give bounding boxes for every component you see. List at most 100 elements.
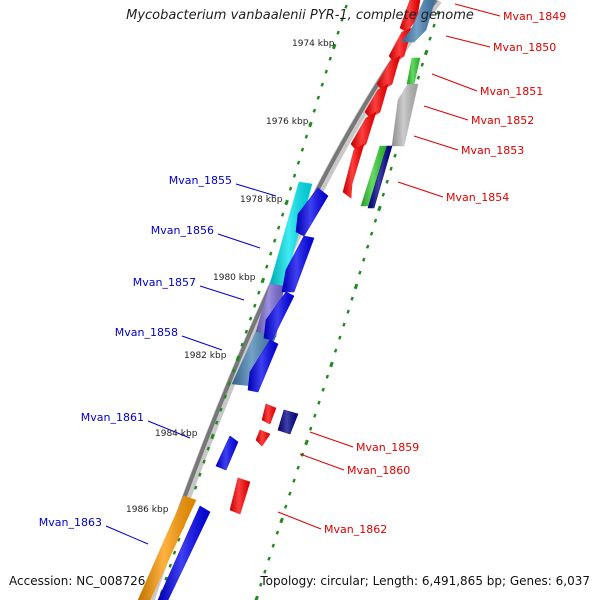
scale-tick [292, 478, 296, 483]
leader-mvan-1854 [397, 181, 444, 198]
gene-label-mvan-1854[interactable]: Mvan_1854 [446, 191, 509, 204]
scale-label: 1976 kbp [266, 117, 309, 127]
gene-label-mvan-1859[interactable]: Mvan_1859 [356, 441, 419, 454]
scale-tick [365, 244, 370, 249]
gene-label-mvan-1849[interactable]: Mvan_1849 [503, 10, 566, 23]
scale-tick [253, 303, 257, 308]
genome-summary-text: Topology: circular; Length: 6,491,865 bp… [260, 574, 590, 588]
scale-tick [283, 504, 288, 509]
gene-feature-mvan-1858-shade [232, 332, 276, 386]
gene-label-mvan-1860[interactable]: Mvan_1860 [347, 464, 410, 477]
leader-mvan-1862 [277, 511, 322, 530]
scale-tick [313, 413, 317, 418]
scale-tick [300, 147, 305, 152]
gene-label-mvan-1856[interactable]: Mvan_1856 [151, 224, 214, 237]
scale-tick [423, 49, 429, 56]
scale-tick [362, 257, 366, 262]
gene-label-mvan-1862[interactable]: Mvan_1862 [324, 523, 387, 536]
leader-mvan-1849 [454, 3, 501, 17]
gene-feature-mvan-1863-shade [138, 496, 196, 600]
gene-feature-mvan-1851-shade [377, 56, 400, 90]
scale-tick [288, 186, 293, 191]
scale-tick [340, 17, 344, 22]
scale-tick [358, 270, 362, 275]
gene-label-mvan-1850[interactable]: Mvan_1850 [493, 41, 556, 54]
scale-label: 1974 kbp [292, 39, 335, 49]
gene-label-mvan-1863[interactable]: Mvan_1863 [39, 516, 102, 529]
gene-label-mvan-1858[interactable]: Mvan_1858 [115, 326, 178, 339]
gene-feature-green-shade [361, 146, 387, 206]
gene-feature-navy-2-shade [278, 410, 298, 434]
gene-label-mvan-1852[interactable]: Mvan_1852 [471, 114, 534, 127]
scale-label: 1978 kbp [240, 195, 283, 205]
scale-tick [263, 569, 267, 574]
scale-tick [385, 179, 389, 184]
gene-feature-green-shade [407, 58, 420, 84]
scale-tick [202, 459, 206, 464]
scale-tick [331, 43, 337, 50]
scale-tick [193, 485, 198, 490]
leader-mvan-1861 [147, 420, 191, 439]
leader-mvan-1853 [413, 135, 459, 151]
scale-tick [336, 30, 340, 35]
scale-tick [342, 322, 346, 327]
scale-tick [248, 316, 253, 321]
gene-label-mvan-1857[interactable]: Mvan_1857 [133, 276, 196, 289]
scale-tick [206, 446, 211, 451]
scale-tick [259, 582, 263, 587]
gene-features [137, 0, 436, 600]
leader-mvan-1850 [445, 35, 491, 48]
scale-tick [257, 290, 261, 295]
scale-tick [275, 530, 280, 535]
gene-feature-mvan-1859-shade [262, 404, 276, 424]
scale-tick [325, 374, 330, 379]
scale-tick [219, 407, 223, 412]
leader-mvan-1860 [299, 453, 345, 471]
scale-tick [432, 23, 436, 28]
gene-feature-mvan-1861-shade [216, 436, 238, 470]
scale-tick [333, 348, 338, 353]
map-title: Mycobacterium vanbaalenii PYR-1, complet… [126, 8, 474, 23]
gene-label-mvan-1851[interactable]: Mvan_1851 [480, 85, 543, 98]
scale-tick [321, 387, 325, 392]
gene-feature-blue-1-shade [296, 188, 328, 236]
leader-mvan-1852 [423, 105, 469, 121]
scale-tick [284, 199, 289, 206]
gene-feature-blue-2-shade [282, 236, 314, 292]
scale-tick [312, 108, 317, 113]
gene-label-mvan-1855[interactable]: Mvan_1855 [169, 174, 232, 187]
scale-tick [373, 218, 378, 223]
gene-feature-mvan-1849-shade [400, 0, 420, 32]
genome-backbone [145, 0, 442, 600]
scale-tick [227, 381, 232, 386]
scale-tick [215, 420, 219, 425]
leader-mvan-1851 [431, 73, 478, 92]
gene-label-mvan-1861[interactable]: Mvan_1861 [81, 411, 144, 424]
gene-feature-mvan-1852-shade [365, 84, 388, 118]
scale-tick [168, 563, 173, 568]
scale-tick [338, 335, 342, 340]
gene-label-mvan-1853[interactable]: Mvan_1853 [461, 144, 524, 157]
scale-tick [265, 264, 269, 269]
scale-tick [393, 153, 397, 158]
label-leader-lines [105, 3, 501, 545]
scale-tick [344, 4, 348, 9]
scale-tick [324, 69, 328, 74]
scale-tick [346, 309, 350, 314]
gene-feature-blue-5-shade [158, 506, 210, 600]
scale-tick [389, 166, 393, 171]
scale-tick [260, 277, 266, 284]
gene-feature-blue-3-shade [264, 292, 294, 340]
gene-feature-mvan-1855-shade [270, 182, 312, 286]
scale-tick [296, 465, 300, 470]
scale-tick [381, 192, 386, 197]
scale-tick [271, 543, 275, 548]
scale-tick [350, 296, 354, 301]
gene-feature-mvan-1860-shade [256, 430, 270, 446]
gene-feature-silver-shade [392, 84, 418, 146]
leader-mvan-1858 [181, 335, 223, 351]
scale-label: 1984 kbp [155, 429, 198, 439]
scale-tick [296, 160, 301, 165]
scale-tick [280, 212, 285, 217]
